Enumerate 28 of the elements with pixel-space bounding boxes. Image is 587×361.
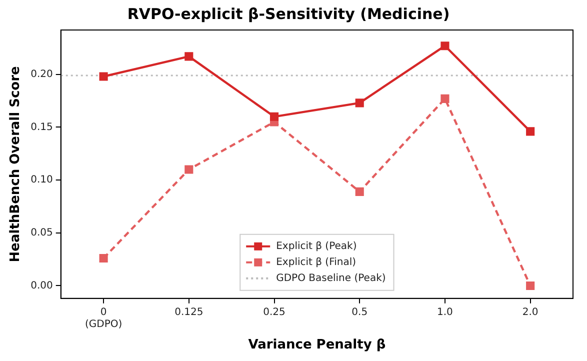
x-tick-label: 1.0 — [437, 306, 453, 318]
point — [355, 98, 364, 108]
x-tick-label: 0.25 — [263, 306, 286, 318]
point — [99, 254, 108, 263]
chart-title: RVPO-explicit β-Sensitivity (Medicine) — [127, 4, 450, 23]
y-tick-label: 0.15 — [30, 122, 53, 133]
legend-label: GDPO Baseline (Peak) — [276, 272, 386, 284]
point — [526, 281, 535, 290]
point — [440, 42, 450, 50]
point — [270, 112, 279, 121]
point — [355, 187, 364, 196]
x-tick-label: 0 (GDPO) — [84, 306, 122, 330]
legend-label: Explicit β (Peak) — [276, 240, 357, 252]
point — [184, 165, 194, 174]
legend-label: Explicit β (Final) — [276, 256, 356, 268]
x-tick-label: 2.0 — [522, 306, 538, 318]
y-axis-title: HealthBench Overall Score — [8, 66, 24, 262]
point — [99, 72, 108, 81]
x-tick-label: 0.125 — [174, 306, 204, 318]
point — [184, 52, 194, 61]
y-tick-label: 0.10 — [30, 174, 53, 186]
y-tick-label: 0.20 — [30, 68, 53, 80]
x-tick-label: 0.5 — [352, 306, 368, 318]
y-tick-label: 0.05 — [30, 227, 53, 238]
point — [526, 127, 535, 136]
point — [440, 94, 450, 103]
x-axis-title: Variance Penalty β — [248, 338, 386, 353]
y-tick-label: 0.00 — [30, 280, 53, 292]
